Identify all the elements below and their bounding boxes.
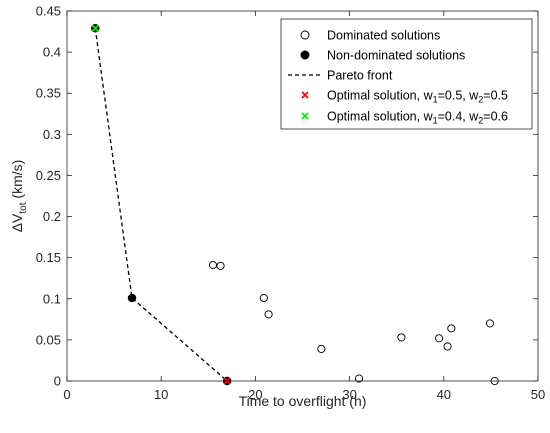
legend-label-non-dominated: Non-dominated solutions (327, 49, 465, 63)
legend-entry-non-dominated: Non-dominated solutions (300, 49, 465, 63)
y-tick-label: 0.45 (36, 4, 61, 19)
dominated-point (485, 319, 495, 328)
legend-entry-pareto-front: Pareto front (288, 69, 393, 83)
legend-entry-optimal-04: Optimal solution, w1=0.4, w2=0.6 (301, 110, 508, 126)
legend-label-dominated: Dominated solutions (327, 29, 440, 43)
dominated-point (259, 293, 268, 303)
y-tick-label: 0.15 (36, 250, 61, 265)
x-tick-label: 0 (63, 387, 70, 402)
dominated-point (435, 334, 444, 343)
y-tick-label: 0.1 (43, 291, 61, 306)
plot-frame (66, 10, 539, 382)
y-tick-label: 0.2 (43, 209, 61, 224)
x-tick-label: 20 (248, 387, 262, 402)
y-tick-label: 0 (54, 374, 61, 389)
x-tick-label: 50 (531, 387, 545, 402)
dominated-point (354, 374, 364, 383)
x-axis-label: Time to overflight (h) (239, 393, 367, 409)
dominated-point (317, 344, 326, 353)
dominated-point (447, 324, 456, 333)
y-axis-label-base: ΔV (9, 213, 25, 232)
y-tick-label: 0.25 (36, 168, 61, 183)
legend-label-pareto-front: Pareto front (327, 69, 393, 83)
data-marks (91, 24, 499, 386)
y-axis-label-unit: (km/s) (9, 160, 25, 203)
dominated-point (397, 333, 406, 342)
x-tick-label: 30 (342, 387, 356, 402)
x-tick-label: 40 (437, 387, 451, 402)
legend-marker-red-x (301, 91, 309, 99)
y-tick-label: 0.4 (43, 45, 61, 60)
legend-marker-filled-circle (300, 50, 310, 60)
optimal-point-w04 (91, 24, 99, 32)
legend-entry-dominated: Dominated solutions (300, 29, 440, 43)
dominated-point (264, 310, 273, 319)
dominated-point (443, 342, 452, 351)
y-tick-label: 0.05 (36, 332, 61, 347)
x-tick-label: 10 (154, 387, 168, 402)
y-axis-label-subscript: tot (18, 202, 29, 213)
legend-label-optimal-04: Optimal solution, w1=0.4, w2=0.6 (327, 110, 508, 126)
legend-marker-open-circle (300, 30, 310, 40)
y-tick-label: 0.35 (36, 86, 61, 101)
legend-box (280, 18, 533, 130)
y-axis-label: ΔVtot (km/s) (9, 160, 29, 233)
legend-label-optimal-05: Optimal solution, w1=0.5, w2=0.5 (327, 89, 508, 105)
legend: Dominated solutions Non-dominated soluti… (280, 18, 533, 130)
tick-labels: 0 10 20 30 40 50 0 0.05 0.1 0.15 0.2 0.25 0.3 0.35 0.4… (36, 4, 546, 403)
non-dominated-point (127, 293, 137, 303)
legend-marker-green-x (301, 112, 309, 120)
y-tick-label: 0.3 (43, 127, 61, 142)
dominated-point (216, 261, 225, 270)
legend-entry-optimal-05: Optimal solution, w1=0.5, w2=0.5 (301, 89, 508, 105)
